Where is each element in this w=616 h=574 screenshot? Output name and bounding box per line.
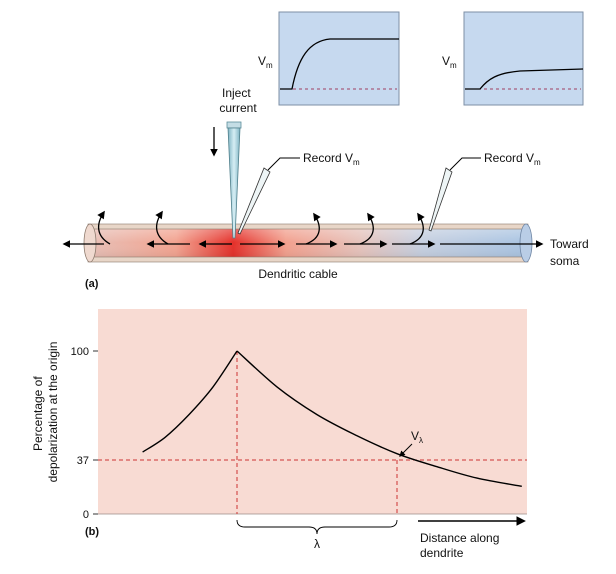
leak-arrow-5 (409, 212, 425, 245)
inset-near-trace (280, 38, 399, 90)
y-tick-label-37: 37 (77, 455, 89, 467)
inset-near-bg (278, 11, 400, 106)
toward-soma-label: Toward soma (550, 237, 592, 268)
record-electrode-far (428, 157, 481, 232)
leak-arrow-2 (155, 210, 169, 245)
y-axis-label: Percentage of depolarization at the orig… (31, 342, 60, 483)
inject-current-label: Inject current (219, 86, 257, 115)
cable-label: Dendritic cable (258, 267, 338, 281)
record-electrode-far-leader (449, 157, 481, 171)
panel-b-label: (b) (85, 526, 99, 538)
cable-wall-bottom (87, 256, 529, 263)
inset-far-bg (463, 11, 584, 106)
leak-arrow-3 (305, 212, 321, 245)
cable-wall-top (87, 223, 529, 230)
y-ticks: 100 37 0 (71, 346, 98, 521)
current-flow-arrows (62, 210, 544, 248)
leak-arrow-4 (359, 212, 375, 245)
inset-recording-near (278, 11, 400, 106)
inset-far-ylabel: Vm (442, 54, 457, 70)
inset-recording-far (463, 11, 584, 106)
y-tick-label-100: 100 (71, 346, 89, 358)
electrode-collar (226, 121, 242, 129)
inset-far-trace (465, 68, 584, 90)
decay-curve (142, 350, 522, 487)
record-electrode-near-leader (267, 157, 300, 171)
record-vm-far-label: Record Vm (484, 151, 541, 167)
v-lambda-arrow (399, 443, 413, 457)
x-axis-label: Distance along dendrite (420, 531, 503, 560)
lambda-label: λ (314, 537, 320, 551)
record-electrode-near (237, 157, 300, 235)
cable-end-right (519, 223, 533, 263)
record-electrode-near-shaft (237, 167, 271, 235)
leak-arrow-1 (97, 210, 111, 245)
record-vm-near-label: Record Vm (303, 151, 360, 167)
y-tick-label-0: 0 (83, 509, 89, 521)
lambda-brace (236, 519, 398, 535)
inset-near-ylabel: Vm (258, 54, 273, 70)
record-electrode-far-shaft (428, 167, 453, 232)
cable-end-left (83, 223, 97, 263)
v-lambda-label: Vλ (411, 429, 423, 445)
panel-a-label: (a) (85, 278, 99, 290)
electrode-shaft (227, 127, 241, 239)
injection-electrode (226, 121, 242, 239)
